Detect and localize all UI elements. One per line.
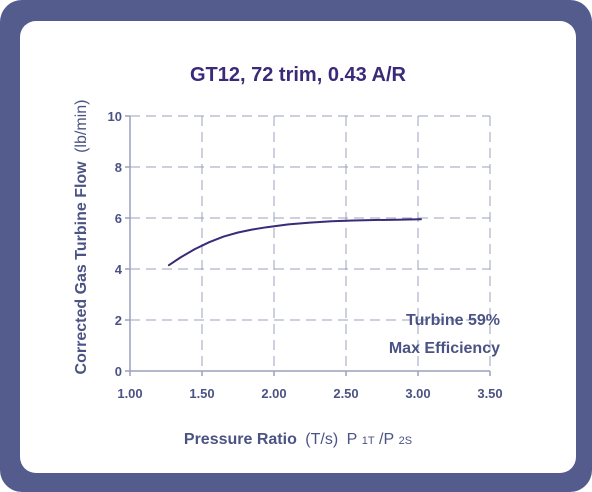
y-tick-label: 2 <box>115 313 122 328</box>
x-tick-label: 1.00 <box>117 386 142 401</box>
x-tick-label: 3.50 <box>477 386 502 401</box>
y-tick-label: 4 <box>115 262 123 277</box>
grid-layer <box>130 115 491 371</box>
x-tick-label: 2.00 <box>261 386 286 401</box>
y-axis-label: Corrected Gas Turbine Flow (lb/min) <box>73 100 90 375</box>
x-axis-label-sub1: 1T <box>362 435 375 447</box>
x-axis-label: Pressure Ratio (T/s) P 1T /P 2S <box>184 431 412 448</box>
x-axis-label-main: Pressure Ratio <box>184 431 297 448</box>
x-axis-label-sub2: 2S <box>399 435 412 447</box>
annotation-line-1: Turbine 59% <box>406 312 500 329</box>
chart: GT12, 72 trim, 0.43 A/R 1.00 1.50 2.00 2.50… <box>73 64 503 448</box>
x-axis-label-paren: (T/s) <box>305 431 338 448</box>
x-tick-label: 3.00 <box>405 386 430 401</box>
annotation-line-2: Max Efficiency <box>389 340 500 357</box>
y-tick-label: 0 <box>115 364 122 379</box>
x-axis-label-slash: /P <box>379 431 394 448</box>
y-tick-label: 8 <box>115 160 122 175</box>
x-tick-label: 2.50 <box>333 386 358 401</box>
chart-panel: GT12, 72 trim, 0.43 A/R 1.00 1.50 2.00 2.50… <box>20 21 576 473</box>
y-tick-label: 10 <box>108 109 122 124</box>
tick-labels: 1.00 1.50 2.00 2.50 3.00 3.50 0 2 4 6 8 10 <box>108 109 503 401</box>
y-tick-label: 6 <box>115 211 122 226</box>
x-tick-label: 1.50 <box>189 386 214 401</box>
y-axis-label-unit: (lb/min) <box>73 100 90 153</box>
axis-layer <box>125 115 491 376</box>
x-axis-label-p: P <box>347 431 358 448</box>
series-layer <box>167 218 422 267</box>
y-axis-label-main: Corrected Gas Turbine Flow <box>73 161 90 375</box>
series-line <box>167 218 422 267</box>
chart-title: GT12, 72 trim, 0.43 A/R <box>190 64 407 86</box>
